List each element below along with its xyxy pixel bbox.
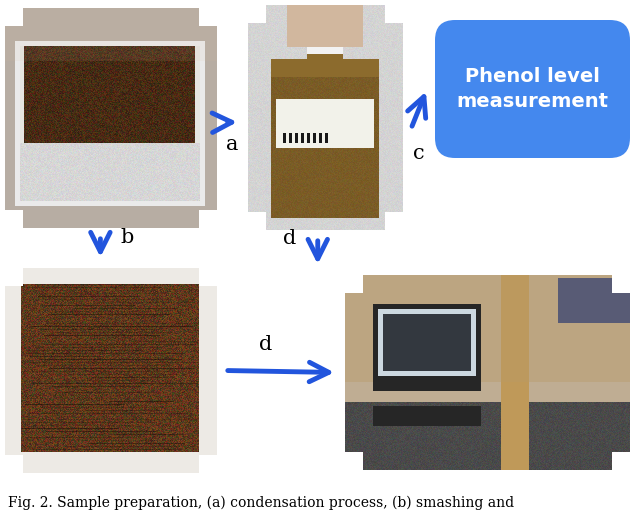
Text: d: d [259,336,273,354]
Polygon shape [199,210,217,228]
FancyBboxPatch shape [435,20,630,158]
Wedge shape [241,212,266,238]
Polygon shape [385,5,403,23]
Text: Phenol level
measurement: Phenol level measurement [456,67,609,111]
Wedge shape [0,261,23,286]
Wedge shape [199,455,225,481]
Text: c: c [413,144,425,163]
Polygon shape [612,452,630,470]
Text: Fig. 2. Sample preparation, (a) condensation process, (b) smashing and: Fig. 2. Sample preparation, (a) condensa… [8,496,514,510]
Wedge shape [199,210,225,236]
Polygon shape [5,8,23,26]
Wedge shape [612,267,637,293]
Wedge shape [337,267,363,293]
Polygon shape [199,8,217,26]
Wedge shape [199,261,225,286]
Polygon shape [199,455,217,473]
Polygon shape [248,5,266,23]
Text: d: d [282,229,296,249]
Polygon shape [385,212,403,230]
Wedge shape [612,452,637,478]
Polygon shape [5,210,23,228]
Wedge shape [199,1,225,26]
Wedge shape [241,0,266,23]
Text: a: a [227,135,239,154]
Polygon shape [345,275,363,293]
Text: b: b [120,228,134,247]
Polygon shape [345,452,363,470]
Polygon shape [5,455,23,473]
Wedge shape [385,212,411,238]
Polygon shape [199,268,217,286]
Wedge shape [337,452,363,478]
Polygon shape [248,212,266,230]
Wedge shape [0,1,23,26]
Wedge shape [0,210,23,236]
Wedge shape [385,0,411,23]
Polygon shape [612,275,630,293]
Polygon shape [5,268,23,286]
Wedge shape [0,455,23,481]
